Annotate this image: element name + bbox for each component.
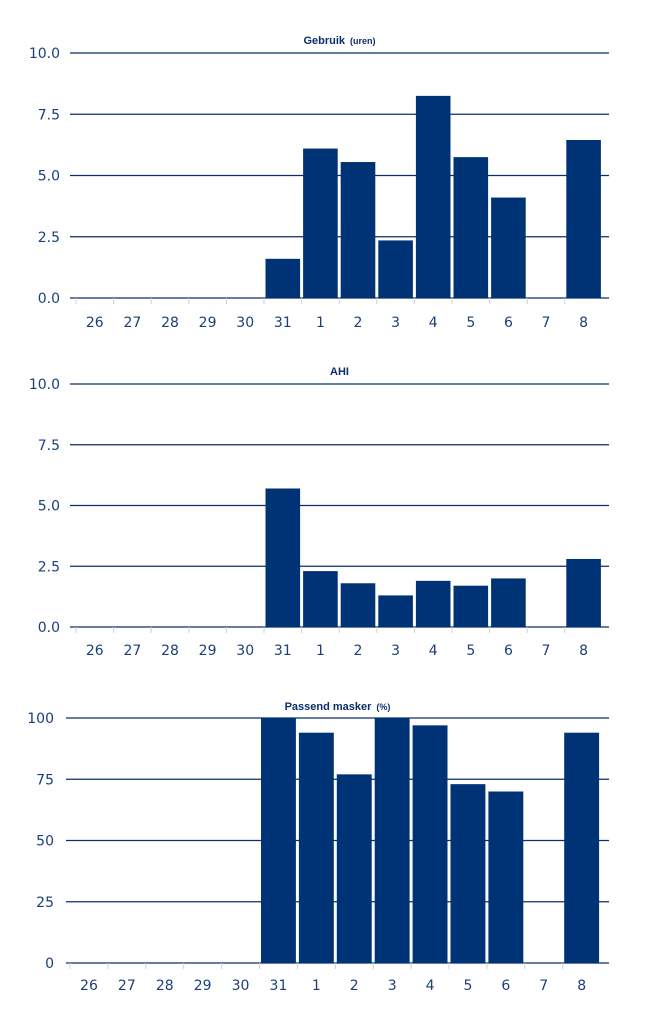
ahi-xtick-label: 8 <box>579 643 588 659</box>
gebruik-ytick-label: 7.5 <box>38 107 60 123</box>
passend-masker-bar-5 <box>450 784 486 963</box>
gebruik-xtick-label: 4 <box>429 315 438 331</box>
ahi-bar-31 <box>265 488 301 627</box>
ahi-title: AHI <box>330 366 349 378</box>
gebruik-ytick-label: 0.0 <box>38 291 60 307</box>
passend-masker-xtick-label: 5 <box>463 978 472 994</box>
ahi-xtick-label: 7 <box>542 643 551 659</box>
passend-masker-title-unit: (%) <box>376 702 390 712</box>
ahi-bar-3 <box>378 595 413 627</box>
ahi-xtick-label: 28 <box>161 643 179 659</box>
ahi-xtick-label: 2 <box>354 643 363 659</box>
passend-masker-xtick-label: 8 <box>577 978 586 994</box>
passend-masker-ytick-label: 0 <box>45 956 54 972</box>
gebruik-bar-6 <box>491 197 526 298</box>
gebruik-xtick-label: 28 <box>161 315 179 331</box>
gebruik-ytick-label: 10.0 <box>29 46 60 62</box>
passend-masker-xtick-label: 4 <box>426 978 435 994</box>
ahi-xtick-label: 4 <box>429 643 438 659</box>
passend-masker-xtick-label: 28 <box>156 978 174 994</box>
gebruik-xtick-label: 6 <box>504 315 513 331</box>
gebruik-xtick-label: 31 <box>274 315 292 331</box>
passend-masker-ytick-label: 75 <box>36 772 54 788</box>
gebruik-bar-8 <box>566 139 601 298</box>
ahi-bar-1 <box>303 571 338 627</box>
gebruik-xtick-label: 7 <box>542 315 551 331</box>
ahi-bar-5 <box>453 585 489 627</box>
gebruik-xtick-label: 30 <box>236 315 254 331</box>
gebruik-title-text: Gebruik <box>303 35 345 47</box>
gebruik-bar-31 <box>265 258 301 298</box>
ahi-bar-8 <box>566 558 601 627</box>
gebruik-xtick-label: 2 <box>354 315 363 331</box>
gebruik-bar-3 <box>378 240 413 298</box>
passend-masker-title: Passend masker (%) <box>285 701 391 713</box>
gebruik-bar-4 <box>415 95 451 298</box>
ahi-bar-6 <box>491 578 526 627</box>
ahi-xtick-label: 26 <box>86 643 104 659</box>
gebruik-title-unit: (uren) <box>350 36 376 46</box>
gebruik-xtick-label: 5 <box>466 315 475 331</box>
gebruik-xtick-label: 3 <box>391 315 400 331</box>
ahi-xtick-label: 27 <box>123 643 141 659</box>
ahi-xtick-label: 31 <box>274 643 292 659</box>
ahi-xtick-label: 3 <box>391 643 400 659</box>
ahi-xtick-label: 30 <box>236 643 254 659</box>
passend-masker-xtick-label: 7 <box>539 978 548 994</box>
ahi-xtick-label: 1 <box>316 643 325 659</box>
ahi-ytick-label: 5.0 <box>38 499 60 515</box>
ahi-xtick-label: 6 <box>504 643 513 659</box>
gebruik-bar-1 <box>303 148 338 298</box>
gebruik-bar-5 <box>453 157 489 298</box>
gebruik-ytick-label: 2.5 <box>38 230 60 246</box>
passend-masker-bar-4 <box>412 725 448 963</box>
passend-masker-ytick-label: 100 <box>27 711 54 727</box>
passend-masker-xtick-label: 3 <box>388 978 397 994</box>
passend-masker-xtick-label: 27 <box>118 978 136 994</box>
gebruik-xtick-label: 8 <box>579 315 588 331</box>
ahi-xtick-label: 29 <box>199 643 217 659</box>
ahi-xtick-label: 5 <box>466 643 475 659</box>
passend-masker-xtick-label: 26 <box>80 978 98 994</box>
ahi-ytick-label: 0.0 <box>38 620 60 636</box>
ahi-title-text: AHI <box>330 366 349 378</box>
passend-masker-xtick-label: 30 <box>232 978 250 994</box>
ahi-bar-2 <box>340 583 376 627</box>
passend-masker-bar-1 <box>298 732 334 963</box>
chart-gebruik: Gebruik (uren)0.02.55.07.510.026 27 28 29 30 3… <box>29 35 609 331</box>
passend-masker-xtick-label: 6 <box>501 978 510 994</box>
gebruik-xtick-label: 1 <box>316 315 325 331</box>
passend-masker-xtick-label: 31 <box>270 978 288 994</box>
passend-masker-bar-2 <box>336 774 372 963</box>
gebruik-xtick-label: 27 <box>123 315 141 331</box>
ahi-ytick-label: 10.0 <box>29 377 60 393</box>
passend-masker-xtick-label: 1 <box>312 978 321 994</box>
ahi-bar-4 <box>415 580 451 627</box>
chart-ahi: AHI 0.0 2.5 5.0 7.5 10.0 26 27 28 29 30 31 1 2 3 4 5 6 7 8 <box>29 366 609 659</box>
gebruik-title: Gebruik (uren) <box>303 35 375 47</box>
ahi-ytick-label: 7.5 <box>38 438 60 454</box>
ahi-ytick-label: 2.5 <box>38 559 60 575</box>
gebruik-ytick-label: 5.0 <box>38 169 60 185</box>
passend-masker-bar-31 <box>261 718 296 963</box>
passend-masker-title-text: Passend masker <box>285 701 373 713</box>
passend-masker-ytick-label: 25 <box>36 895 54 911</box>
gebruik-xtick-label: 26 <box>86 315 104 331</box>
passend-masker-ytick-label: 50 <box>36 834 54 850</box>
gebruik-xtick-label: 29 <box>199 315 217 331</box>
passend-masker-bar-8 <box>564 732 600 963</box>
passend-masker-bar-3 <box>374 718 410 963</box>
passend-masker-bar-6 <box>488 791 524 963</box>
gebruik-bar-2 <box>340 162 376 298</box>
passend-masker-xtick-label: 2 <box>350 978 359 994</box>
passend-masker-xtick-label: 29 <box>194 978 212 994</box>
